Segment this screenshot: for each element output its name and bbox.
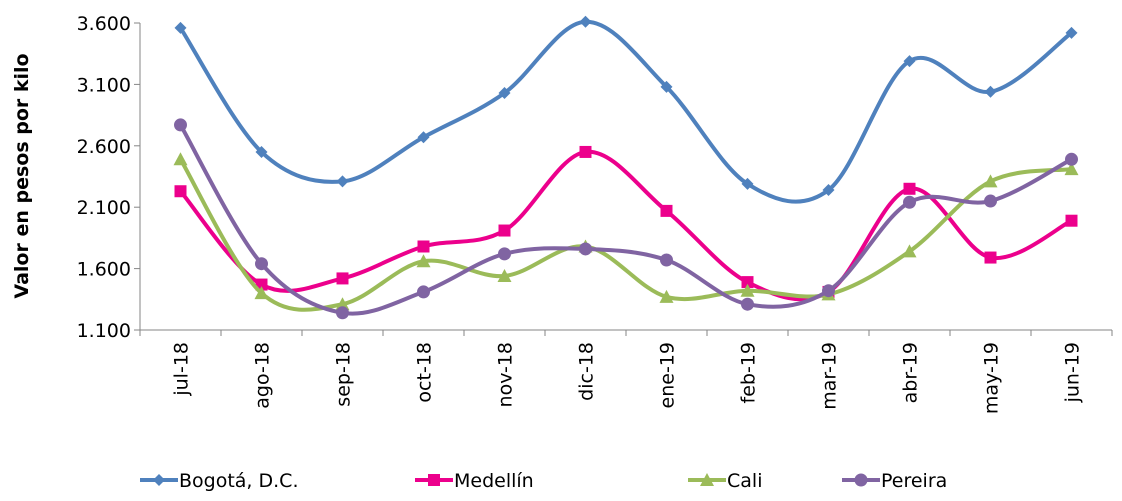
legend-item: Bogotá, D.C. [140,470,299,492]
x-tick-label: jun-19 [1062,342,1084,403]
data-point [498,247,511,261]
data-point [659,289,674,303]
x-tick-label: feb-19 [738,342,760,403]
legend-marker [854,473,868,487]
data-point [254,286,269,300]
series-line [178,149,1074,302]
data-point [579,242,592,256]
data-point [416,254,431,268]
data-point [903,182,916,195]
legend-label: Medellín [454,470,534,492]
data-point [498,86,511,99]
x-tick-label: sep-18 [333,342,355,407]
data-point [983,174,998,188]
y-axis-title: Valor en pesos por kilo [11,53,33,298]
data-point [173,152,188,166]
legend-marker [428,474,440,486]
data-point [1065,152,1078,166]
series-0 [174,15,1078,204]
x-tick-label: nov-18 [495,342,517,407]
data-point [822,184,835,197]
y-tick-label: 2.600 [77,136,131,158]
data-point [255,145,268,158]
data-point [1064,162,1079,176]
data-point [660,204,673,217]
data-point [741,177,754,190]
series-layer [173,15,1079,320]
x-tick-label: abr-19 [900,342,922,403]
data-point [984,251,997,264]
data-point [903,55,916,68]
data-point [579,145,592,158]
x-tick-label: dic-18 [576,342,598,401]
data-point [660,253,673,267]
y-tick-label: 3.600 [77,13,131,35]
x-tick-label: may-19 [981,342,1003,414]
x-axis: jul-18 ago-18 sep-18 oct-18 nov-18 dic-18 ene-… [139,329,1113,414]
y-tick-label: 3.100 [77,74,131,96]
legend-label: Cali [727,470,762,492]
data-point [984,85,997,98]
legend-label: Pereira [881,470,947,492]
data-point [903,195,916,209]
data-point [660,80,673,93]
legend: Bogotá, D.C. Medellín Cali Pereira [140,470,947,492]
data-point [417,285,430,299]
legend-marker [153,474,165,486]
y-tick-label: 2.100 [77,197,131,219]
data-point [984,194,997,208]
y-tick-label: 1.100 [77,320,131,342]
data-point [336,175,349,188]
data-point [741,276,754,289]
x-tick-label: jul-18 [171,342,193,397]
data-point [1065,214,1078,227]
legend-item: Medellín [415,470,534,492]
series-line [178,157,1074,312]
data-point [1065,26,1078,39]
y-axis: 1.100 1.600 2.100 2.600 3.100 3.600 [77,13,141,342]
x-tick-label: oct-18 [414,342,436,403]
series-line [178,19,1074,204]
data-point [336,306,349,320]
data-point [417,240,430,253]
series-3 [174,118,1078,320]
data-point [417,131,430,144]
data-point [902,244,917,258]
y-tick-label: 1.600 [77,259,131,281]
data-point [174,185,187,198]
data-point [579,15,592,28]
data-point [498,224,511,237]
data-point [255,257,268,271]
data-point [741,297,754,311]
legend-item: Pereira [842,470,947,492]
x-tick-label: mar-19 [819,342,841,410]
legend-item: Cali [688,470,762,492]
data-point [497,268,512,282]
data-point [174,118,187,132]
legend-label: Bogotá, D.C. [179,470,299,492]
x-tick-label: ago-18 [252,342,274,409]
legend-marker [700,473,714,486]
data-point [740,283,755,297]
data-point [335,297,350,311]
x-tick-label: ene-19 [657,342,679,408]
data-point [174,21,187,34]
data-point [822,284,835,298]
data-point [336,272,349,285]
